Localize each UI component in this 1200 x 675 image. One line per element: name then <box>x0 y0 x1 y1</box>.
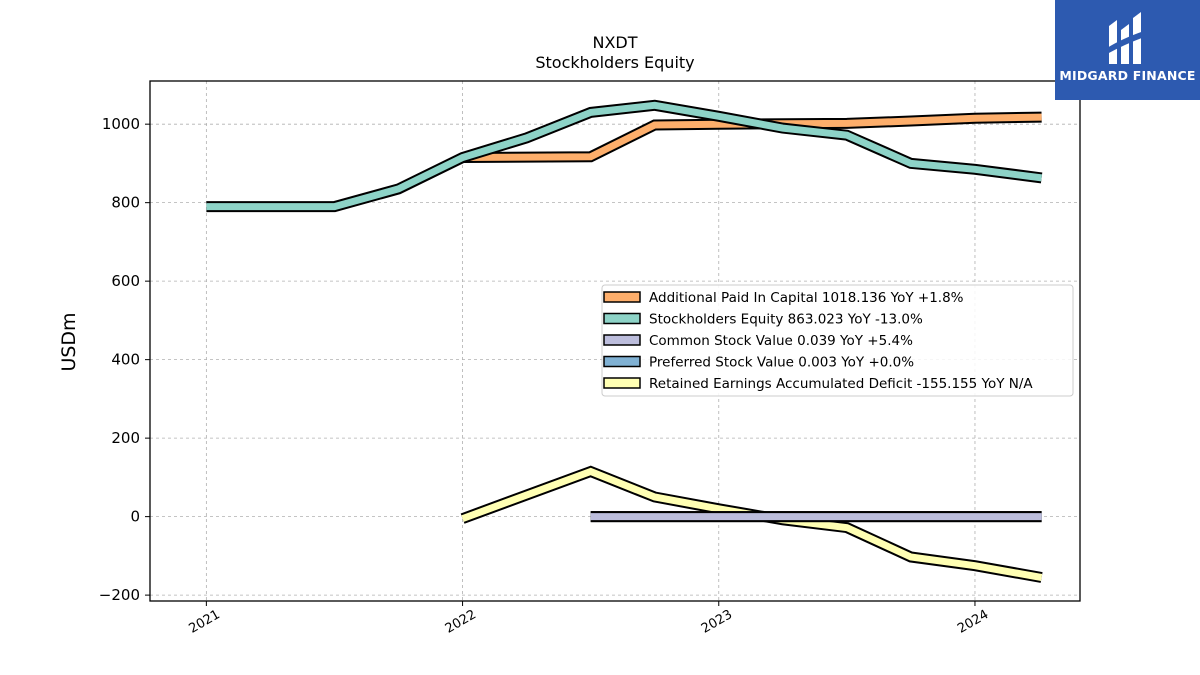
series-line <box>461 467 1043 581</box>
legend-label: Common Stock Value 0.039 YoY +5.4% <box>649 333 913 349</box>
x-tick-label: 2024 <box>955 607 991 637</box>
y-tick-label: 400 <box>111 351 140 369</box>
legend-swatch <box>603 377 641 389</box>
x-tick-label: 2022 <box>443 607 479 637</box>
y-axis-label: USDm <box>58 312 80 371</box>
chart-subtitle: Stockholders Equity <box>535 53 694 72</box>
y-tick-label: 200 <box>111 429 140 447</box>
chart-title: NXDT <box>592 33 637 52</box>
series-line <box>206 101 1043 211</box>
plot-area <box>149 80 1081 602</box>
legend-swatch <box>603 334 641 346</box>
y-tick-label: 0 <box>130 508 140 526</box>
legend-swatch <box>603 312 641 325</box>
logo-mark-icon <box>1107 12 1147 64</box>
x-tick-label: 2021 <box>187 607 223 637</box>
y-tick-label: 800 <box>111 194 140 212</box>
brand-logo: MIDGARD FINANCE <box>1055 0 1200 100</box>
legend-label: Stockholders Equity 863.023 YoY -13.0% <box>649 312 923 328</box>
legend-label: Additional Paid In Capital 1018.136 YoY … <box>649 290 964 306</box>
logo-text: MIDGARD FINANCE <box>1059 68 1196 83</box>
series-layer <box>206 99 1043 583</box>
y-tick-label: −200 <box>99 586 140 604</box>
legend-swatch <box>603 355 641 368</box>
x-tick-label: 2023 <box>699 607 735 637</box>
legend-label: Retained Earnings Accumulated Deficit -1… <box>649 376 1033 392</box>
legend-box <box>601 284 1074 397</box>
legend-swatch <box>603 291 641 303</box>
y-tick-label: 1000 <box>102 115 140 133</box>
legend: Additional Paid In Capital 1018.136 YoY … <box>601 284 1074 397</box>
y-tick-label: 600 <box>111 272 140 290</box>
legend-label: Preferred Stock Value 0.003 YoY +0.0% <box>649 355 914 371</box>
